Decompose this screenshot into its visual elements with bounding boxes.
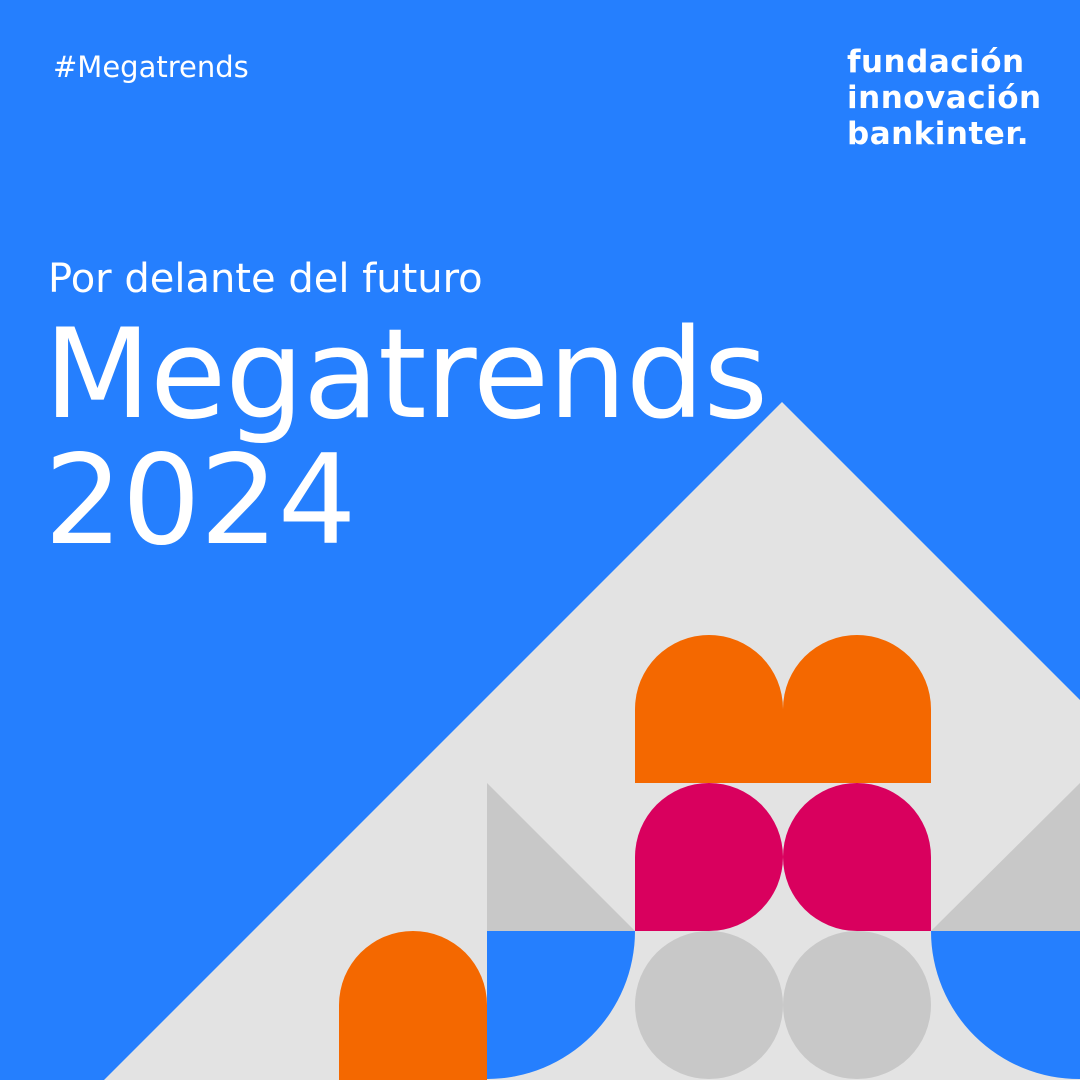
title-line-1: Megatrends (44, 303, 768, 447)
magenta-shape-1 (635, 783, 783, 931)
orange-arch-3 (339, 931, 487, 1080)
gray-circle-2 (783, 931, 931, 1079)
logo-line-2: innovación (847, 80, 1042, 116)
title-line-2: 2024 (44, 429, 357, 573)
gray-triangle-left (487, 783, 635, 931)
blue-quarter-left (487, 931, 635, 1079)
gray-circle-1 (635, 931, 783, 1079)
logo-fundacion-innovacion-bankinter: fundación innovación bankinter. (847, 44, 1042, 152)
page-title: Megatrends 2024 (44, 303, 768, 573)
orange-arch-1 (635, 635, 783, 783)
subtitle: Por delante del futuro (48, 256, 483, 302)
logo-line-3: bankinter. (847, 116, 1029, 152)
logo-line-1: fundación (847, 44, 1025, 80)
magenta-shape-2 (783, 783, 931, 931)
orange-arch-2 (783, 635, 931, 783)
blue-quarter-right (931, 931, 1080, 1080)
hashtag: #Megatrends (53, 50, 249, 84)
gray-triangle-right (931, 783, 1080, 931)
